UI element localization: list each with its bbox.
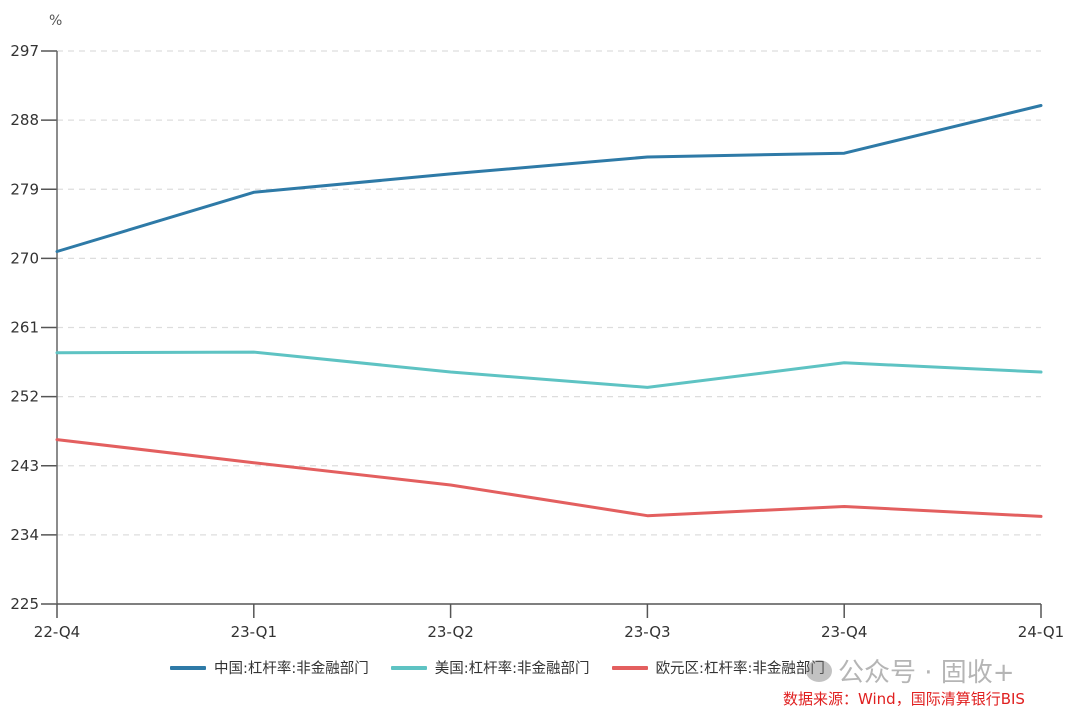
x-tick-label: 23-Q3 xyxy=(624,623,670,641)
x-tick-label: 24-Q1 xyxy=(1018,623,1064,641)
series-line-2 xyxy=(55,438,1043,518)
y-tick-label: 243 xyxy=(10,457,39,475)
y-tick-label: 252 xyxy=(10,388,39,406)
legend-item-china[interactable]: 中国:杠杆率:非金融部门 xyxy=(170,657,369,678)
watermark-text: 公众号 · 固收+ xyxy=(838,658,1015,688)
x-tick-label: 23-Q4 xyxy=(821,623,867,641)
x-axis: 22-Q4 23-Q1 23-Q2 23-Q3 23-Q4 24-Q1 xyxy=(34,603,1064,641)
legend-swatch-euro xyxy=(611,665,648,670)
y-tick-label: 234 xyxy=(10,526,39,544)
x-tick-label: 23-Q1 xyxy=(231,623,277,641)
series-line-0 xyxy=(55,104,1043,253)
series-line-1 xyxy=(55,350,1043,389)
legend-swatch-china xyxy=(170,665,206,670)
series-lines xyxy=(55,104,1043,518)
wechat-icon xyxy=(806,659,832,682)
legend-swatch-us xyxy=(390,665,427,670)
y-axis-unit: % xyxy=(49,13,62,29)
legend: 中国:杠杆率:非金融部门 美国:杠杆率:非金融部门 欧元区:杠杆率:非金融部门 xyxy=(170,657,825,678)
watermark: 公众号 · 固收+ xyxy=(806,652,1015,689)
legend-label-us: 美国:杠杆率:非金融部门 xyxy=(434,661,590,677)
legend-item-euro[interactable]: 欧元区:杠杆率:非金融部门 xyxy=(611,657,825,678)
legend-item-us[interactable]: 美国:杠杆率:非金融部门 xyxy=(390,657,590,678)
y-tick-label: 288 xyxy=(10,111,39,129)
y-tick-label: 225 xyxy=(10,595,39,613)
y-tick-label: 297 xyxy=(10,42,39,60)
gridlines xyxy=(57,50,1041,536)
source-note: 数据来源：Wind，国际清算银行BIS xyxy=(783,690,1025,708)
x-tick-label: 22-Q4 xyxy=(34,623,80,641)
x-tick-label: 23-Q2 xyxy=(427,623,473,641)
legend-label-china: 中国:杠杆率:非金融部门 xyxy=(214,661,369,677)
y-tick-label: 279 xyxy=(10,180,39,198)
legend-label-euro: 欧元区:杠杆率:非金融部门 xyxy=(655,661,825,677)
y-tick-label: 261 xyxy=(10,319,39,337)
y-axis: 225 234 243 252 261 270 279 288 297 xyxy=(10,42,58,613)
y-tick-label: 270 xyxy=(10,249,39,267)
